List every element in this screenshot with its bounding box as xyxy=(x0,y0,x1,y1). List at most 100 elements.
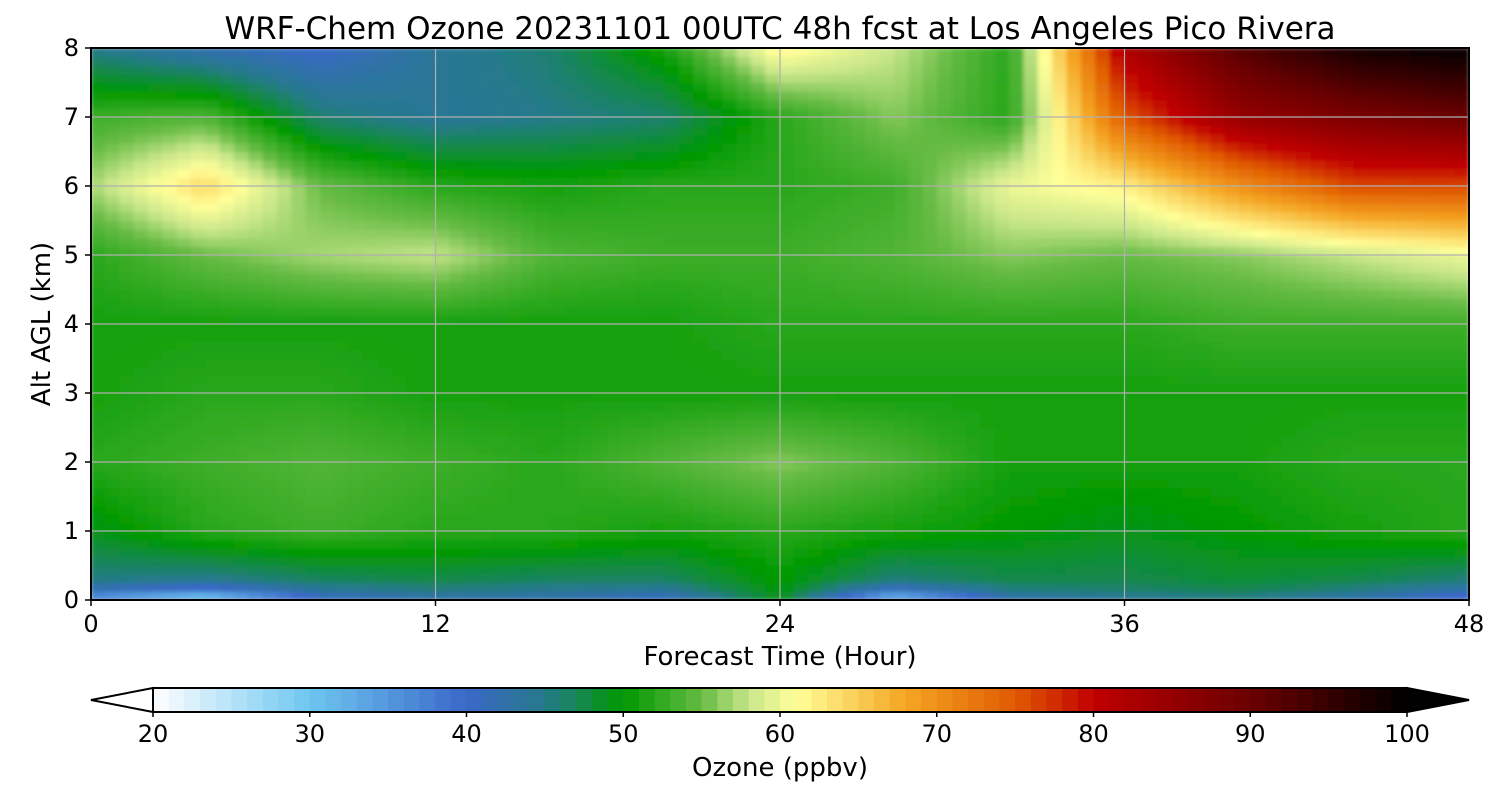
heatmap-cell xyxy=(1166,504,1183,515)
heatmap-cell xyxy=(808,271,824,282)
heatmap-cell xyxy=(1396,401,1413,411)
heatmap-cell xyxy=(262,375,279,385)
heatmap-cell xyxy=(1267,435,1283,446)
heatmap-cell xyxy=(1037,418,1054,429)
heatmap-cell xyxy=(1123,504,1140,515)
heatmap-cell xyxy=(320,150,336,161)
heatmap-cell xyxy=(1123,349,1140,360)
heatmap-cell xyxy=(363,168,379,178)
heatmap-cell xyxy=(607,495,623,506)
heatmap-cell xyxy=(190,340,207,351)
heatmap-cell xyxy=(1109,539,1126,549)
heatmap-cell xyxy=(1037,159,1054,170)
heatmap-cell xyxy=(750,340,767,351)
heatmap-cell xyxy=(592,159,609,170)
heatmap-cell xyxy=(133,383,150,394)
heatmap-cell xyxy=(1238,383,1255,394)
heatmap-cell xyxy=(1439,288,1456,299)
heatmap-cell xyxy=(91,418,106,429)
heatmap-cell xyxy=(1109,357,1126,368)
heatmap-cell xyxy=(836,564,853,575)
heatmap-cell xyxy=(233,539,250,549)
heatmap-cell xyxy=(104,357,121,368)
heatmap-cell xyxy=(894,297,910,308)
heatmap-cell xyxy=(1439,271,1456,282)
heatmap-cell xyxy=(91,478,106,489)
heatmap-cell xyxy=(779,470,795,480)
heatmap-cell xyxy=(434,556,451,567)
heatmap-cell xyxy=(1296,297,1312,308)
heatmap-cell xyxy=(1454,271,1469,282)
heatmap-cell xyxy=(693,202,709,213)
heatmap-cell xyxy=(750,513,767,523)
heatmap-cell xyxy=(808,185,824,196)
heatmap-cell xyxy=(865,297,882,308)
heatmap-cell xyxy=(449,323,465,334)
heatmap-cell xyxy=(463,271,480,282)
heatmap-cell xyxy=(1353,185,1370,196)
heatmap-cell xyxy=(592,340,609,351)
heatmap-cell xyxy=(822,185,839,196)
heatmap-cell xyxy=(391,401,408,411)
heatmap-cell xyxy=(836,504,853,515)
heatmap-cell xyxy=(176,271,193,282)
heatmap-cell xyxy=(334,323,350,334)
heatmap-cell xyxy=(391,573,408,584)
heatmap-cell xyxy=(1439,435,1456,446)
heatmap-cell xyxy=(621,202,638,213)
heatmap-cell xyxy=(1210,202,1226,213)
heatmap-cell xyxy=(1238,495,1255,506)
heatmap-cell xyxy=(779,573,795,584)
heatmap-cell xyxy=(1454,444,1469,454)
heatmap-cell xyxy=(248,228,264,239)
heatmap-cell xyxy=(233,288,250,299)
heatmap-cell xyxy=(937,590,953,600)
heatmap-cell xyxy=(1166,280,1183,291)
heatmap-cell xyxy=(578,254,594,265)
heatmap-cell xyxy=(1296,521,1312,532)
heatmap-cell xyxy=(564,254,580,265)
heatmap-cell xyxy=(707,271,724,282)
heatmap-cell xyxy=(894,530,910,541)
heatmap-cell xyxy=(1037,254,1054,265)
heatmap-cell xyxy=(1023,504,1039,515)
heatmap-cell xyxy=(205,409,221,420)
heatmap-cell xyxy=(1195,418,1212,429)
heatmap-cell xyxy=(162,573,178,584)
heatmap-cell xyxy=(1238,564,1255,575)
heatmap-cell xyxy=(320,375,336,385)
heatmap-cell xyxy=(822,194,839,204)
heatmap-cell xyxy=(650,194,666,204)
heatmap-cell xyxy=(535,573,551,584)
heatmap-cell xyxy=(635,487,652,498)
heatmap-cell xyxy=(434,564,451,575)
heatmap-cell xyxy=(363,590,379,600)
heatmap-cell xyxy=(162,383,178,394)
heatmap-cell xyxy=(922,211,939,222)
heatmap-cell xyxy=(248,547,264,558)
heatmap-cell xyxy=(406,288,422,299)
heatmap-cell xyxy=(607,185,623,196)
heatmap-cell xyxy=(822,564,839,575)
heatmap-cell xyxy=(1353,564,1370,575)
heatmap-cell xyxy=(406,306,422,316)
heatmap-cell xyxy=(463,332,480,342)
heatmap-cell xyxy=(1324,349,1341,360)
heatmap-cell xyxy=(119,340,135,351)
heatmap-cell xyxy=(262,409,279,420)
heatmap-cell xyxy=(664,194,681,204)
heatmap-cell xyxy=(966,444,982,454)
heatmap-cell xyxy=(1281,418,1298,429)
heatmap-cell xyxy=(650,314,666,325)
heatmap-cell xyxy=(793,478,810,489)
heatmap-cell xyxy=(1324,478,1341,489)
heatmap-cell xyxy=(879,375,896,385)
heatmap-cell xyxy=(1382,590,1398,600)
heatmap-cell xyxy=(879,426,896,437)
heatmap-cell xyxy=(1339,383,1355,394)
heatmap-cell xyxy=(1152,530,1169,541)
heatmap-cell xyxy=(190,306,207,316)
heatmap-cell xyxy=(650,288,666,299)
heatmap-cell xyxy=(1166,237,1183,247)
heatmap-cell xyxy=(678,150,695,161)
